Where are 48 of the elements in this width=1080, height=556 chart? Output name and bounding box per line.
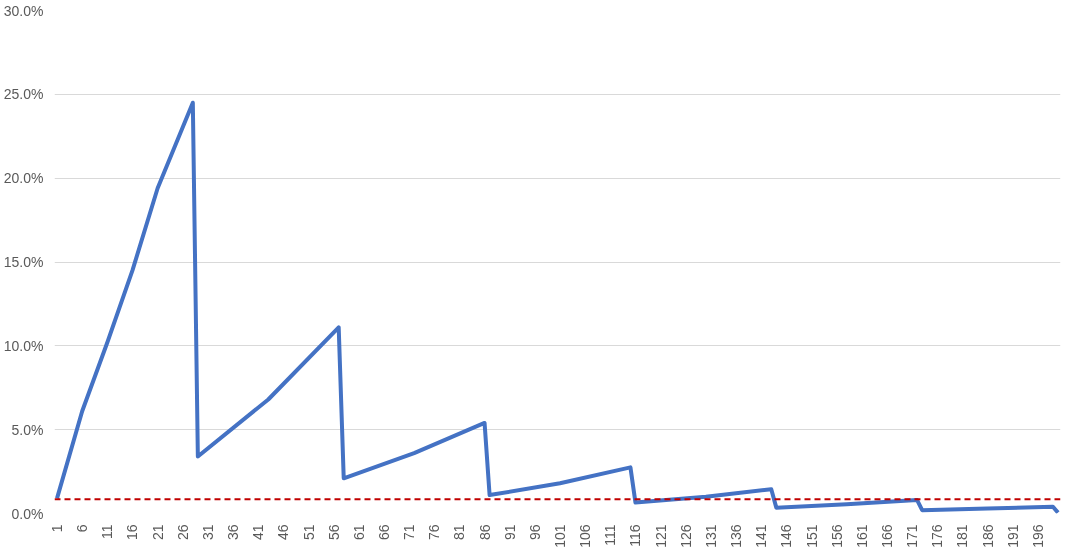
y-tick-label: 25.0% <box>3 86 44 103</box>
x-tick-label: 176 <box>929 524 946 548</box>
x-tick-label: 16 <box>124 524 141 541</box>
x-tick-label: 166 <box>878 524 895 548</box>
x-tick-label: 56 <box>325 524 342 541</box>
x-tick-label: 141 <box>753 524 770 548</box>
x-tick-label: 76 <box>426 524 443 541</box>
x-tick-label: 46 <box>275 524 292 541</box>
x-tick-label: 131 <box>702 524 719 548</box>
x-tick-label: 146 <box>778 524 795 548</box>
x-tick-label: 36 <box>225 524 242 541</box>
y-tick-label: 10.0% <box>3 337 44 354</box>
x-tick-label: 116 <box>627 524 644 547</box>
x-tick-label: 51 <box>300 524 317 541</box>
y-tick-label: 5.0% <box>11 421 44 438</box>
y-tick-label: 0.0% <box>11 505 44 522</box>
y-tick-label: 20.0% <box>3 170 44 187</box>
x-tick-label: 96 <box>526 524 543 541</box>
x-tick-label: 106 <box>577 524 594 548</box>
x-tick-label: 126 <box>677 524 694 548</box>
x-tick-label: 66 <box>375 524 392 541</box>
x-tick-label: 81 <box>451 524 468 541</box>
x-tick-label: 41 <box>250 524 267 541</box>
x-tick-label: 136 <box>728 524 745 548</box>
x-tick-label: 186 <box>979 524 996 548</box>
x-tick-label: 26 <box>174 524 191 541</box>
x-tick-label: 91 <box>501 524 518 541</box>
x-tick-label: 151 <box>803 524 820 548</box>
x-tick-label: 101 <box>552 524 569 548</box>
x-tick-label: 61 <box>350 524 367 541</box>
line-series <box>55 100 1060 514</box>
y-tick-label: 15.0% <box>3 254 44 270</box>
x-tick-label: 171 <box>904 524 921 548</box>
x-tick-label: 111 <box>602 524 619 546</box>
x-tick-label: 86 <box>476 524 493 541</box>
x-tick-label: 1 <box>49 524 66 533</box>
x-tick-label: 191 <box>1004 524 1021 548</box>
y-tick-label: 30.0% <box>3 2 44 19</box>
x-tick-label: 156 <box>828 524 845 548</box>
x-tick-label: 31 <box>199 524 216 541</box>
x-tick-label: 21 <box>149 524 166 541</box>
x-tick-label: 11 <box>99 524 116 540</box>
x-tick-label: 196 <box>1029 524 1046 548</box>
x-tick-label: 121 <box>652 524 669 548</box>
x-tick-label: 161 <box>853 524 870 548</box>
x-tick-label: 6 <box>74 524 91 533</box>
x-tick-label: 181 <box>954 524 971 548</box>
x-tick-label: 71 <box>401 524 418 541</box>
